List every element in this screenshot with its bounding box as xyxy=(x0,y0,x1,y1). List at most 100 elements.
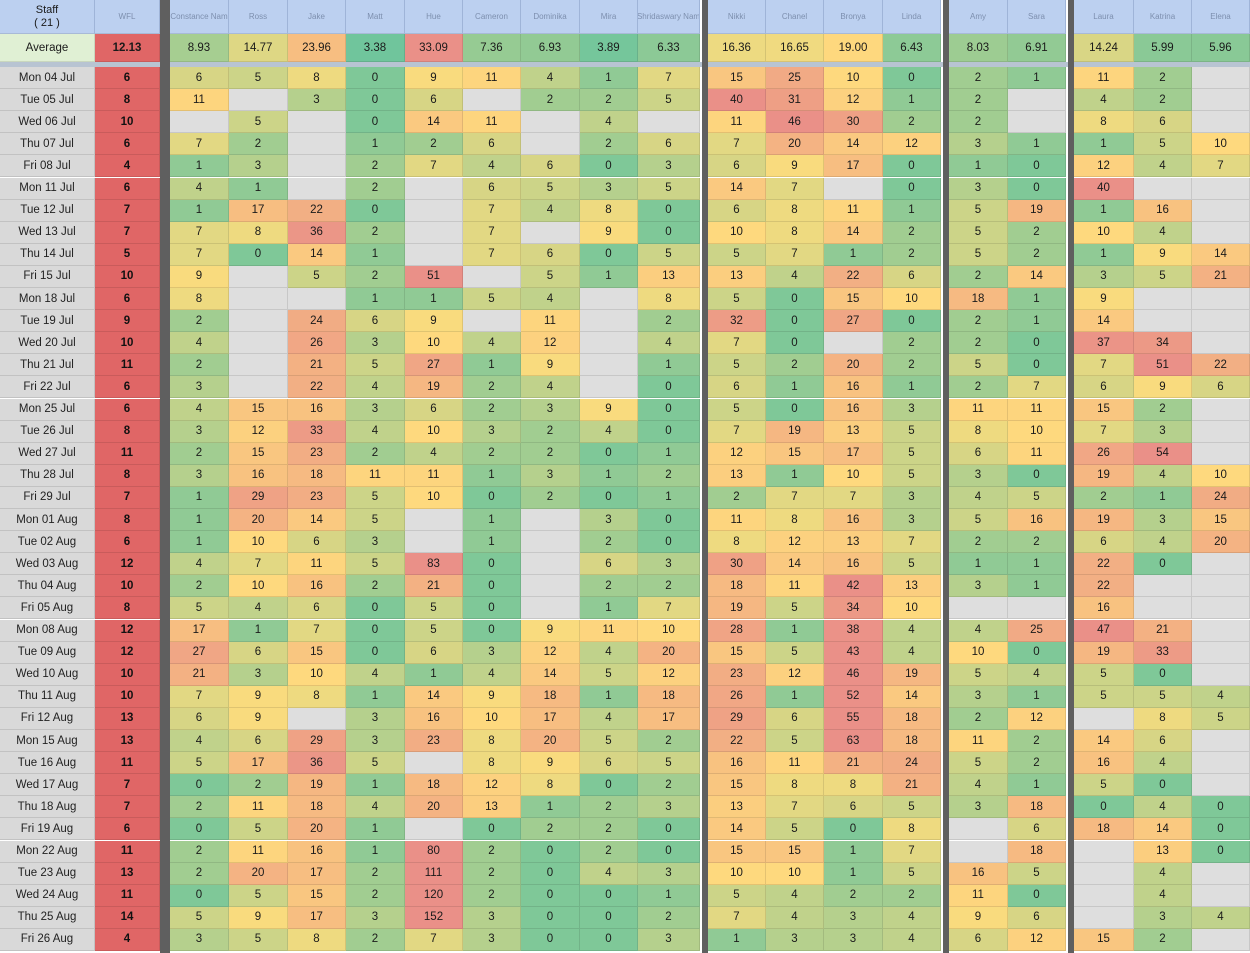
staff-cell[interactable] xyxy=(824,177,883,200)
wfl-cell[interactable]: 8 xyxy=(95,89,160,112)
staff-cell[interactable]: 5 xyxy=(170,752,229,775)
staff-cell[interactable]: 1 xyxy=(463,531,521,554)
staff-cell[interactable] xyxy=(824,332,883,355)
staff-cell[interactable]: 13 xyxy=(463,796,521,819)
staff-cell[interactable]: 15 xyxy=(708,774,766,797)
staff-cell[interactable]: 19 xyxy=(708,597,766,620)
staff-cell[interactable] xyxy=(463,89,521,112)
staff-cell[interactable]: 11 xyxy=(949,884,1008,907)
staff-cell[interactable]: 3 xyxy=(521,398,580,421)
staff-cell[interactable]: 11 xyxy=(170,89,229,112)
staff-cell[interactable] xyxy=(521,575,580,598)
staff-cell[interactable]: 17 xyxy=(288,862,346,885)
average-cell[interactable]: 7.36 xyxy=(463,34,521,62)
staff-cell[interactable] xyxy=(405,243,463,266)
staff-cell[interactable]: 10 xyxy=(405,486,463,509)
average-cell[interactable]: 12.13 xyxy=(95,34,160,62)
staff-cell[interactable]: 14 xyxy=(1074,730,1134,753)
staff-cell[interactable]: 5 xyxy=(949,752,1008,775)
staff-cell[interactable] xyxy=(1192,221,1250,244)
staff-cell[interactable] xyxy=(1192,332,1250,355)
staff-cell[interactable]: 4 xyxy=(580,420,638,443)
staff-cell[interactable]: 5 xyxy=(229,67,288,90)
staff-cell[interactable]: 4 xyxy=(1134,155,1192,178)
staff-cell[interactable]: 1 xyxy=(170,509,229,532)
staff-cell[interactable]: 8 xyxy=(766,774,824,797)
staff-cell[interactable]: 1 xyxy=(766,685,824,708)
staff-cell[interactable]: 2 xyxy=(346,177,405,200)
staff-cell[interactable]: 6 xyxy=(824,796,883,819)
staff-cell[interactable]: 7 xyxy=(463,243,521,266)
staff-cell[interactable] xyxy=(1192,89,1250,112)
average-cell[interactable]: 3.38 xyxy=(346,34,405,62)
staff-cell[interactable]: 4 xyxy=(638,332,700,355)
staff-cell[interactable]: 1 xyxy=(580,265,638,288)
staff-cell[interactable]: 28 xyxy=(708,619,766,642)
staff-cell[interactable]: 0 xyxy=(521,840,580,863)
wfl-cell[interactable]: 6 xyxy=(95,133,160,156)
staff-cell[interactable]: 16 xyxy=(824,376,883,399)
staff-cell[interactable]: 3 xyxy=(463,906,521,929)
staff-cell[interactable]: 1 xyxy=(170,155,229,178)
staff-cell[interactable]: 16 xyxy=(405,707,463,730)
column-header[interactable]: Shridaswary Nam xyxy=(638,0,700,34)
staff-cell[interactable]: 16 xyxy=(1134,199,1192,222)
staff-cell[interactable] xyxy=(463,310,521,333)
staff-cell[interactable]: 3 xyxy=(170,928,229,951)
staff-cell[interactable]: 5 xyxy=(1008,486,1066,509)
staff-cell[interactable]: 6 xyxy=(521,243,580,266)
staff-cell[interactable] xyxy=(229,288,288,311)
staff-cell[interactable] xyxy=(1192,67,1250,90)
staff-cell[interactable]: 5 xyxy=(170,597,229,620)
staff-cell[interactable]: 4 xyxy=(463,332,521,355)
staff-cell[interactable] xyxy=(1074,707,1134,730)
staff-cell[interactable]: 3 xyxy=(638,862,700,885)
staff-cell[interactable]: 8 xyxy=(288,67,346,90)
staff-cell[interactable]: 2 xyxy=(638,730,700,753)
staff-cell[interactable]: 9 xyxy=(521,752,580,775)
staff-cell[interactable]: 23 xyxy=(405,730,463,753)
staff-cell[interactable]: 15 xyxy=(708,840,766,863)
staff-cell[interactable]: 11 xyxy=(463,111,521,134)
staff-cell[interactable]: 12 xyxy=(1074,155,1134,178)
staff-cell[interactable]: 0 xyxy=(766,398,824,421)
staff-cell[interactable]: 7 xyxy=(708,906,766,929)
staff-cell[interactable]: 0 xyxy=(638,818,700,841)
staff-cell[interactable]: 2 xyxy=(949,310,1008,333)
staff-cell[interactable]: 1 xyxy=(463,509,521,532)
wfl-cell[interactable]: 12 xyxy=(95,641,160,664)
staff-cell[interactable]: 8 xyxy=(521,774,580,797)
wfl-cell[interactable]: 11 xyxy=(95,840,160,863)
staff-cell[interactable]: 7 xyxy=(229,553,288,576)
wfl-cell[interactable]: 11 xyxy=(95,354,160,377)
staff-cell[interactable]: 12 xyxy=(1008,928,1066,951)
staff-cell[interactable]: 2 xyxy=(170,354,229,377)
staff-cell[interactable] xyxy=(405,531,463,554)
staff-cell[interactable]: 3 xyxy=(883,509,941,532)
wfl-cell[interactable]: 12 xyxy=(95,553,160,576)
staff-cell[interactable]: 43 xyxy=(824,641,883,664)
staff-cell[interactable]: 10 xyxy=(638,619,700,642)
staff-cell[interactable] xyxy=(288,177,346,200)
staff-cell[interactable] xyxy=(1008,597,1066,620)
staff-cell[interactable]: 11 xyxy=(766,752,824,775)
staff-cell[interactable]: 5 xyxy=(949,243,1008,266)
staff-cell[interactable] xyxy=(288,111,346,134)
staff-cell[interactable]: 3 xyxy=(580,509,638,532)
column-header[interactable]: Ross xyxy=(229,0,288,34)
staff-cell[interactable]: 9 xyxy=(521,354,580,377)
staff-cell[interactable]: 0 xyxy=(346,67,405,90)
staff-cell[interactable]: 15 xyxy=(766,442,824,465)
staff-cell[interactable]: 20 xyxy=(288,818,346,841)
staff-cell[interactable]: 2 xyxy=(1074,486,1134,509)
wfl-cell[interactable]: 13 xyxy=(95,730,160,753)
staff-cell[interactable]: 8 xyxy=(824,774,883,797)
average-cell[interactable]: 5.96 xyxy=(1192,34,1250,62)
staff-cell[interactable]: 8 xyxy=(288,928,346,951)
wfl-cell[interactable]: 10 xyxy=(95,575,160,598)
staff-cell[interactable]: 7 xyxy=(1074,420,1134,443)
staff-cell[interactable]: 2 xyxy=(638,310,700,333)
staff-cell[interactable]: 3 xyxy=(229,663,288,686)
staff-cell[interactable]: 33 xyxy=(288,420,346,443)
staff-cell[interactable]: 22 xyxy=(288,199,346,222)
